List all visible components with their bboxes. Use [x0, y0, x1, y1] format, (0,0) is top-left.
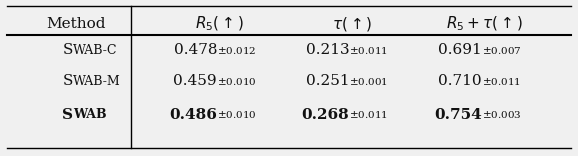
Text: $\pm$0.011: $\pm$0.011 — [349, 109, 388, 120]
Text: WAB: WAB — [73, 108, 107, 121]
Text: $\tau(\uparrow)$: $\tau(\uparrow)$ — [332, 15, 372, 33]
Text: $\pm$0.012: $\pm$0.012 — [217, 45, 257, 56]
Text: $R_5(\uparrow)$: $R_5(\uparrow)$ — [195, 14, 244, 33]
Text: $\pm$0.007: $\pm$0.007 — [481, 45, 521, 56]
Text: $R_5 + \tau(\uparrow)$: $R_5 + \tau(\uparrow)$ — [446, 14, 523, 33]
Text: $\pm$0.003: $\pm$0.003 — [481, 109, 521, 120]
Text: WAB-C: WAB-C — [73, 44, 118, 57]
Text: S: S — [63, 74, 73, 88]
Text: $\pm$0.011: $\pm$0.011 — [349, 45, 388, 56]
Text: WAB-M: WAB-M — [73, 75, 121, 88]
Text: S: S — [63, 43, 73, 57]
Text: 0.251: 0.251 — [306, 74, 349, 88]
Text: 0.754: 0.754 — [434, 108, 481, 122]
Text: Method: Method — [46, 17, 106, 31]
Text: 0.486: 0.486 — [169, 108, 217, 122]
Text: 0.478: 0.478 — [173, 43, 217, 57]
Text: $\pm$0.001: $\pm$0.001 — [349, 76, 388, 87]
Text: $\pm$0.011: $\pm$0.011 — [481, 76, 521, 87]
Text: 0.213: 0.213 — [306, 43, 349, 57]
Text: $\pm$0.010: $\pm$0.010 — [217, 76, 257, 87]
Text: 0.710: 0.710 — [438, 74, 481, 88]
Text: 0.691: 0.691 — [438, 43, 481, 57]
Text: $\pm$0.010: $\pm$0.010 — [217, 109, 257, 120]
Text: 0.268: 0.268 — [302, 108, 349, 122]
Text: S: S — [62, 108, 73, 122]
Text: 0.459: 0.459 — [173, 74, 217, 88]
